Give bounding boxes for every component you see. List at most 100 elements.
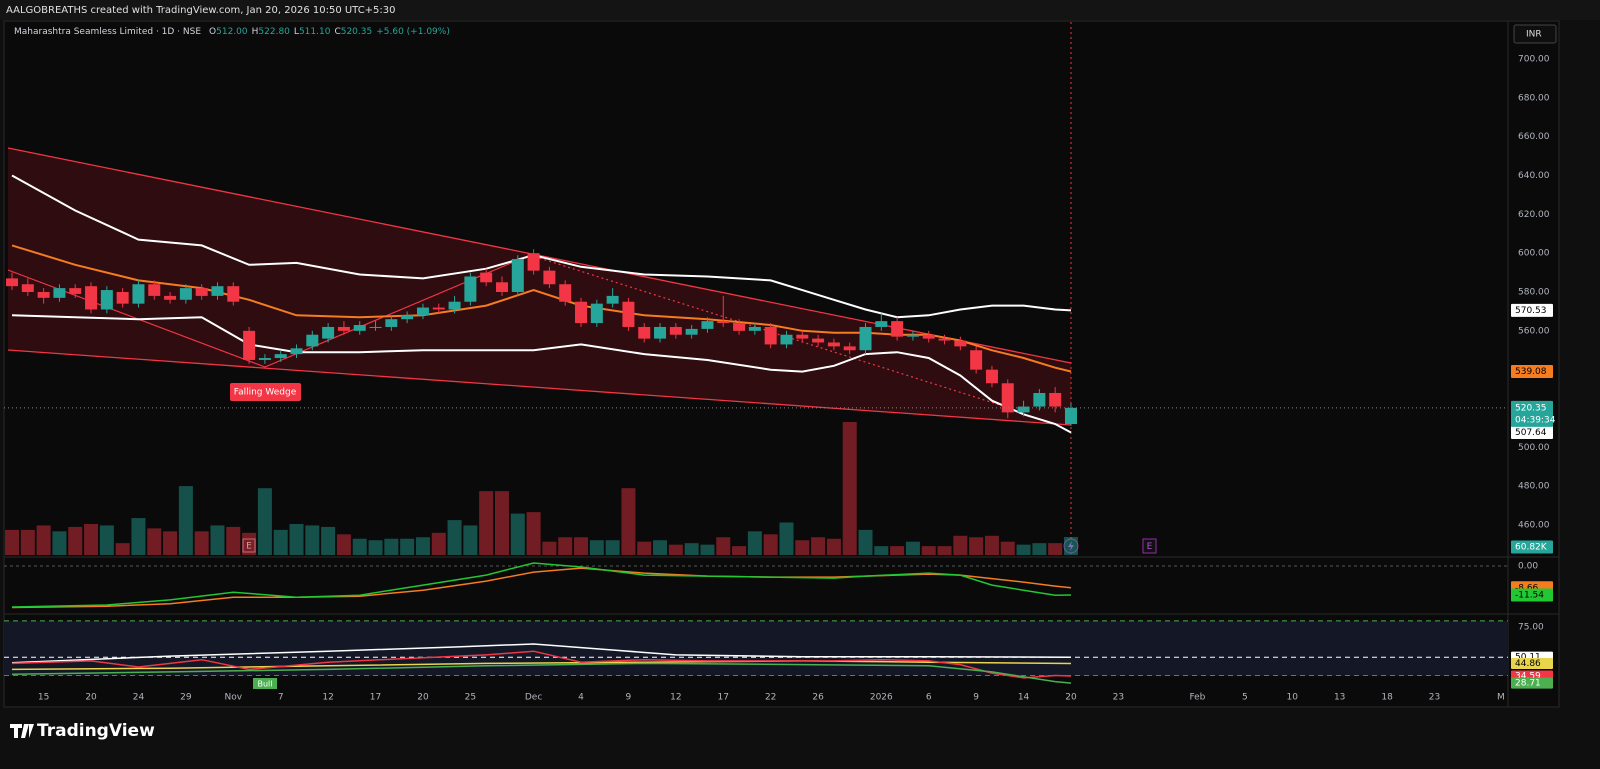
ohlc-key: H [252,27,259,37]
signal-label: Bull [257,680,272,689]
volume-bar [36,525,51,555]
wedge-lower-line [7,349,1072,426]
candle-body [827,342,840,347]
macd-tick-label: 0.00 [1518,562,1538,572]
earnings-marker[interactable] [1142,538,1157,554]
indicator-line [11,662,1072,684]
candle-body [385,319,398,327]
candle-body [511,258,524,293]
y-tick-label: 580.00 [1518,288,1550,298]
y-tick-label: 560.00 [1518,326,1550,336]
volume-bar [479,491,494,555]
indicator-line [11,562,1072,608]
candle-body [416,307,429,316]
volume-bar [336,534,351,555]
candle-body [37,292,50,298]
candle-body [543,270,556,285]
volume-bar [178,486,193,555]
x-tick-label: 14 [1018,693,1030,703]
indicator-line [11,174,1072,319]
rsi-value-label: 50.11 [1515,653,1541,663]
volume-bar [811,537,826,555]
x-tick-label: 20 [1065,693,1077,703]
volume-bar [447,520,462,555]
candle-body [859,326,872,351]
volume-bar [163,531,178,555]
candle-body [654,326,667,339]
candle-body [464,276,477,302]
volume-bar [526,512,541,555]
volume-bar [226,526,241,555]
volume-bar [937,546,952,555]
volume-bar [637,541,652,555]
earnings-label[interactable]: E [246,542,252,552]
candle-body [195,288,208,296]
candle-body [69,288,82,294]
band-price-label-box [1511,364,1553,378]
candle-body [432,307,445,310]
candle-body [179,288,192,300]
candle-body [606,295,619,304]
currency-button[interactable] [1513,24,1557,44]
currency-label[interactable]: INR [1526,30,1542,40]
x-tick-label: 7 [278,693,284,703]
volume-bar [257,488,272,555]
y-tick-label: 480.00 [1518,482,1550,492]
last-price-box [1511,400,1553,427]
candle-body [748,326,761,331]
volume-bar [826,538,841,555]
volume-bar [589,540,604,555]
volume-bar [605,540,620,555]
earnings-marker[interactable] [242,538,256,553]
volume-label: 60.82K [1515,543,1548,553]
candle-body [116,292,129,304]
volume-bar [210,525,225,555]
volume-bar [20,529,35,555]
candle-body [85,286,98,310]
volume-bar [558,537,573,555]
x-tick-label: 29 [180,693,192,703]
volume-bar [542,541,557,555]
volume-bar [747,531,762,555]
candle-body [132,284,145,304]
dividend-icon [1068,541,1074,551]
x-tick-label: 26 [812,693,824,703]
brand-name: TradingView [37,721,155,741]
band-price-label: 539.08 [1515,367,1547,377]
signal-label-box [253,678,277,689]
candle-body [448,301,461,310]
y-tick-label: 680.00 [1518,93,1550,103]
candle-body [922,334,935,339]
x-tick-label: 20 [85,693,97,703]
candle-body [211,286,224,296]
pattern-label: Falling Wedge [234,388,297,398]
credit-text: AALGOBREATHS created with TradingView.co… [6,5,396,16]
volume-bar [99,525,114,555]
rsi-value-label: 28.71 [1515,679,1541,689]
y-tick-label: 620.00 [1518,210,1550,220]
x-tick-label: 22 [765,693,776,703]
volume-bar [115,543,130,555]
pattern-label-box [230,383,301,401]
candle-body [6,278,19,287]
y-tick-label: 700.00 [1518,55,1550,65]
earnings-label[interactable]: E [1147,542,1153,552]
candle-body [53,288,66,298]
volume-bar [305,525,320,555]
indicator-line [11,643,1072,664]
candle-body [875,321,888,327]
x-tick-label: 23 [1113,693,1124,703]
volume-bar [510,513,525,555]
volume-bar [953,535,968,555]
volume-bar [321,526,336,555]
wedge-fill [8,148,1071,425]
ohlc-key: C [334,27,340,37]
x-tick-label: 5 [1242,693,1248,703]
candle-body [401,315,414,320]
x-tick-label: 17 [718,693,729,703]
volume-bar [242,532,257,555]
candle-body [622,301,635,327]
volume-bar [52,531,67,555]
x-tick-label: 23 [1429,693,1440,703]
volume-bar [700,544,715,555]
